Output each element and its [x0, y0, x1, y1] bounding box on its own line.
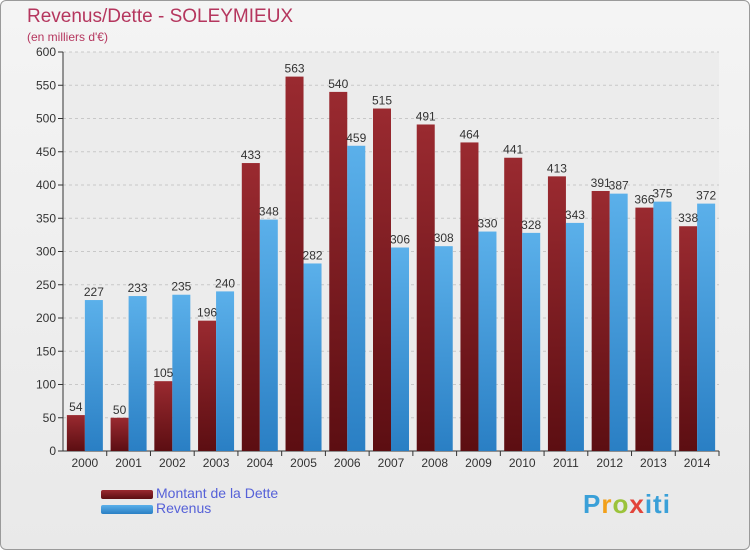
- data-label-dette-2014: 338: [678, 211, 698, 225]
- bar-revenus-2012: [609, 193, 628, 451]
- x-tick-label: 2012: [596, 456, 623, 470]
- x-tick-label: 2004: [246, 456, 273, 470]
- x-tick-label: 2008: [421, 456, 448, 470]
- data-label-revenus-2005: 282: [303, 248, 323, 262]
- data-label-revenus-2007: 306: [390, 233, 410, 247]
- bar-revenus-2006: [347, 145, 366, 451]
- legend-swatch-revenus: [101, 505, 153, 514]
- data-label-revenus-2012: 387: [609, 179, 629, 193]
- y-tick-label: 400: [36, 178, 56, 192]
- y-tick-label: 0: [49, 444, 56, 458]
- labels: 0501001502002503003504004505005506005422…: [36, 45, 716, 470]
- legend-label-dette: Montant de la Dette: [156, 485, 279, 501]
- bar-revenus-2014: [697, 203, 716, 451]
- data-label-dette-2002: 105: [153, 366, 173, 380]
- bar-dette-2005: [285, 76, 304, 451]
- bar-revenus-2009: [478, 231, 497, 451]
- data-label-revenus-2004: 348: [259, 205, 279, 219]
- x-tick-label: 2002: [159, 456, 186, 470]
- y-tick-label: 200: [36, 311, 56, 325]
- x-tick-label: 2007: [378, 456, 405, 470]
- legend-swatch-dette: [101, 490, 153, 499]
- bar-revenus-2004: [259, 219, 278, 451]
- data-label-dette-2006: 540: [328, 77, 348, 91]
- data-label-revenus-2002: 235: [171, 280, 191, 294]
- bars: [66, 76, 716, 452]
- y-tick-label: 150: [36, 344, 56, 358]
- x-tick-label: 2003: [203, 456, 230, 470]
- x-tick-label: 2005: [290, 456, 317, 470]
- x-tick-label: 2011: [553, 456, 579, 470]
- data-label-dette-2005: 563: [285, 62, 305, 76]
- x-tick-label: 2006: [334, 456, 361, 470]
- bar-dette-2001: [110, 417, 129, 451]
- bar-dette-2004: [241, 163, 260, 451]
- data-label-revenus-2013: 375: [652, 187, 672, 201]
- bar-revenus-2007: [391, 247, 409, 451]
- data-label-dette-2004: 433: [241, 148, 261, 162]
- data-label-dette-2011: 413: [547, 161, 567, 175]
- y-tick-label: 50: [43, 411, 57, 425]
- x-tick-label: 2009: [465, 456, 492, 470]
- bar-revenus-2003: [216, 291, 235, 451]
- data-label-dette-2010: 441: [503, 143, 523, 157]
- y-tick-label: 450: [36, 145, 56, 159]
- bar-dette-2002: [154, 381, 173, 451]
- bar-dette-2007: [373, 108, 391, 452]
- data-label-dette-2007: 515: [372, 94, 392, 108]
- y-tick-label: 600: [36, 45, 56, 59]
- bar-dette-2008: [416, 124, 435, 452]
- proxiti-logo: Proxiti: [583, 489, 671, 519]
- bar-dette-2013: [635, 207, 654, 451]
- chart-title: Revenus/Dette - SOLEYMIEUX: [27, 6, 294, 27]
- y-tick-label: 550: [36, 78, 56, 92]
- bar-revenus-2001: [128, 296, 147, 451]
- data-label-revenus-2014: 372: [696, 189, 716, 203]
- bar-revenus-2013: [653, 201, 672, 451]
- y-tick-label: 100: [36, 378, 56, 392]
- bar-dette-2012: [591, 190, 610, 452]
- data-label-dette-2000: 54: [69, 400, 83, 414]
- data-label-revenus-2006: 459: [346, 131, 366, 145]
- data-label-revenus-2010: 328: [521, 218, 541, 232]
- data-label-dette-2001: 50: [113, 403, 127, 417]
- y-tick-label: 350: [36, 211, 56, 225]
- bar-dette-2011: [547, 176, 566, 452]
- y-tick-label: 500: [36, 112, 56, 126]
- bar-revenus-2008: [434, 246, 453, 451]
- bar-dette-2014: [679, 226, 698, 451]
- x-tick-label: 2001: [115, 456, 142, 470]
- bar-dette-2006: [329, 91, 348, 452]
- legend-label-revenus: Revenus: [156, 500, 212, 516]
- bar-dette-2009: [460, 142, 479, 451]
- data-label-revenus-2009: 330: [477, 217, 497, 231]
- data-label-dette-2013: 366: [634, 193, 654, 207]
- y-tick-label: 300: [36, 245, 56, 259]
- data-label-revenus-2008: 308: [434, 231, 454, 245]
- bar-dette-2003: [198, 320, 217, 451]
- bar-revenus-2000: [84, 300, 103, 451]
- bar-dette-2010: [504, 157, 523, 452]
- data-label-dette-2009: 464: [459, 127, 479, 141]
- bar-revenus-2002: [172, 294, 191, 451]
- data-label-dette-2008: 491: [416, 109, 436, 123]
- data-label-dette-2003: 196: [197, 306, 217, 320]
- x-tick-label: 2014: [684, 456, 711, 470]
- bar-dette-2000: [66, 415, 85, 451]
- data-label-revenus-2000: 227: [84, 285, 104, 299]
- y-tick-label: 250: [36, 278, 56, 292]
- chart-subtitle: (en milliers d'€): [27, 30, 108, 44]
- bar-revenus-2010: [522, 232, 541, 451]
- bar-revenus-2011: [565, 222, 584, 451]
- data-label-revenus-2001: 233: [128, 281, 148, 295]
- x-tick-label: 2000: [72, 456, 99, 470]
- data-label-dette-2012: 391: [591, 176, 611, 190]
- x-tick-label: 2013: [640, 456, 667, 470]
- bar-revenus-2005: [303, 263, 322, 451]
- data-label-revenus-2003: 240: [215, 276, 235, 290]
- x-tick-label: 2010: [509, 456, 536, 470]
- data-label-revenus-2011: 343: [565, 208, 585, 222]
